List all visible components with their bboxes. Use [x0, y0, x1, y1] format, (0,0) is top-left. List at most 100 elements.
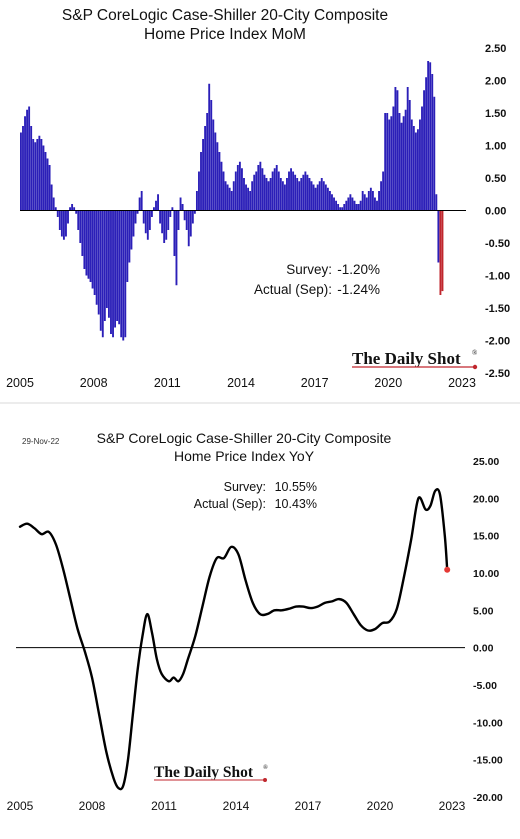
- mom-bar: [390, 116, 393, 211]
- mom-bar: [304, 171, 307, 211]
- yoy-x-tick-label: 2017: [295, 799, 322, 813]
- mom-y-tick-label: 1.00: [485, 141, 506, 153]
- yoy-latest-point: [444, 566, 451, 573]
- mom-bar: [20, 132, 22, 211]
- mom-bar: [148, 210, 151, 230]
- mom-watermark: The Daily Shot: [352, 349, 461, 368]
- mom-bar: [40, 139, 43, 211]
- mom-annotation-actual-label: Actual (Sep):: [254, 282, 332, 297]
- mom-bar: [318, 181, 321, 211]
- mom-bar: [75, 210, 78, 214]
- mom-bar: [101, 210, 104, 338]
- mom-watermark-registered: ®: [472, 349, 478, 357]
- mom-y-tick-label: 0.50: [485, 173, 506, 185]
- mom-bar: [419, 119, 421, 211]
- mom-bar: [312, 184, 315, 211]
- mom-annotation-survey-value: -1.20%: [337, 262, 380, 277]
- mom-bar: [46, 158, 49, 211]
- yoy-y-tick-label: -15.00: [473, 755, 503, 767]
- mom-bar: [198, 171, 200, 211]
- mom-bar: [378, 191, 380, 211]
- mom-bar: [163, 210, 166, 243]
- mom-bar: [22, 126, 24, 211]
- mom-bar: [77, 210, 80, 230]
- mom-bar: [265, 178, 268, 211]
- mom-bar: [167, 210, 170, 230]
- yoy-x-tick-label: 2005: [7, 799, 34, 813]
- mom-bar: [369, 187, 372, 211]
- mom-bar: [396, 90, 399, 211]
- mom-bar: [435, 194, 438, 211]
- mom-bar: [122, 210, 125, 341]
- mom-title-line1: S&P CoreLogic Case-Shiller 20-City Compo…: [62, 7, 388, 24]
- mom-watermark-dot: [472, 364, 478, 370]
- yoy-annotation-actual-value: 10.43%: [275, 497, 317, 511]
- mom-bar: [298, 181, 301, 211]
- mom-bar: [112, 210, 114, 338]
- mom-bar: [81, 210, 84, 256]
- mom-bar: [36, 139, 39, 211]
- mom-bar: [218, 152, 221, 211]
- yoy-y-tick-label: -10.00: [473, 717, 503, 729]
- mom-bar: [224, 181, 227, 211]
- yoy-annotation-survey-value: 10.55%: [275, 480, 317, 494]
- mom-x-tick-label: 2020: [374, 376, 402, 390]
- mom-bar: [423, 90, 425, 211]
- mom-bar: [433, 96, 436, 211]
- mom-bar: [230, 191, 233, 211]
- mom-bar: [181, 204, 184, 211]
- mom-bar: [187, 210, 190, 247]
- mom-bar: [292, 171, 295, 211]
- mom-y-tick-label: 0.00: [485, 206, 506, 218]
- mom-bar: [324, 184, 327, 211]
- mom-bar: [52, 197, 55, 211]
- mom-bar: [128, 210, 131, 263]
- mom-bar: [228, 187, 231, 211]
- mom-bar: [386, 113, 389, 211]
- mom-bar: [376, 200, 378, 211]
- yoy-y-tick-label: 0.00: [473, 643, 494, 655]
- mom-y-tick-label: -1.00: [485, 271, 510, 283]
- mom-bar: [361, 191, 364, 211]
- yoy-watermark: The Daily Shot: [154, 764, 254, 781]
- mom-bar: [431, 74, 434, 211]
- mom-bar: [114, 210, 117, 328]
- mom-y-tick-label: 1.50: [485, 108, 506, 120]
- mom-bar: [91, 210, 94, 289]
- mom-bar: [261, 168, 264, 211]
- mom-bar: [392, 106, 395, 211]
- mom-bar: [294, 174, 297, 211]
- mom-bar: [251, 181, 254, 211]
- mom-bar: [153, 207, 155, 211]
- mom-bar: [357, 204, 360, 211]
- mom-bar: [345, 200, 348, 211]
- mom-bar: [110, 210, 112, 334]
- mom-bar: [437, 210, 440, 263]
- mom-chart: S&P CoreLogic Case-Shiller 20-City Compo…: [6, 7, 510, 390]
- mom-bar: [202, 139, 204, 211]
- mom-bar: [183, 210, 186, 221]
- mom-bar: [103, 210, 106, 321]
- mom-bar: [134, 210, 137, 224]
- mom-bar: [400, 122, 403, 211]
- mom-bar: [296, 178, 299, 211]
- mom-bar: [241, 168, 243, 211]
- mom-bar: [394, 87, 397, 211]
- mom-bar: [326, 187, 329, 211]
- mom-bar: [222, 171, 225, 211]
- mom-bar: [200, 152, 202, 211]
- mom-bar: [60, 210, 63, 237]
- mom-bar: [62, 210, 65, 240]
- mom-y-tick-label: -1.50: [485, 303, 510, 315]
- mom-bar: [132, 210, 135, 237]
- mom-bar: [290, 168, 292, 211]
- mom-bar: [363, 194, 366, 211]
- mom-bar: [341, 207, 344, 211]
- mom-bar: [93, 210, 96, 295]
- mom-bar: [214, 132, 217, 211]
- mom-bar: [267, 181, 270, 211]
- mom-bar: [138, 197, 141, 211]
- mom-bar: [410, 119, 413, 211]
- mom-y-tick-labels: 2.50 2.00 1.50 1.00 0.50 0.00 -0.50 -1.00 -1.50 -…: [485, 43, 510, 380]
